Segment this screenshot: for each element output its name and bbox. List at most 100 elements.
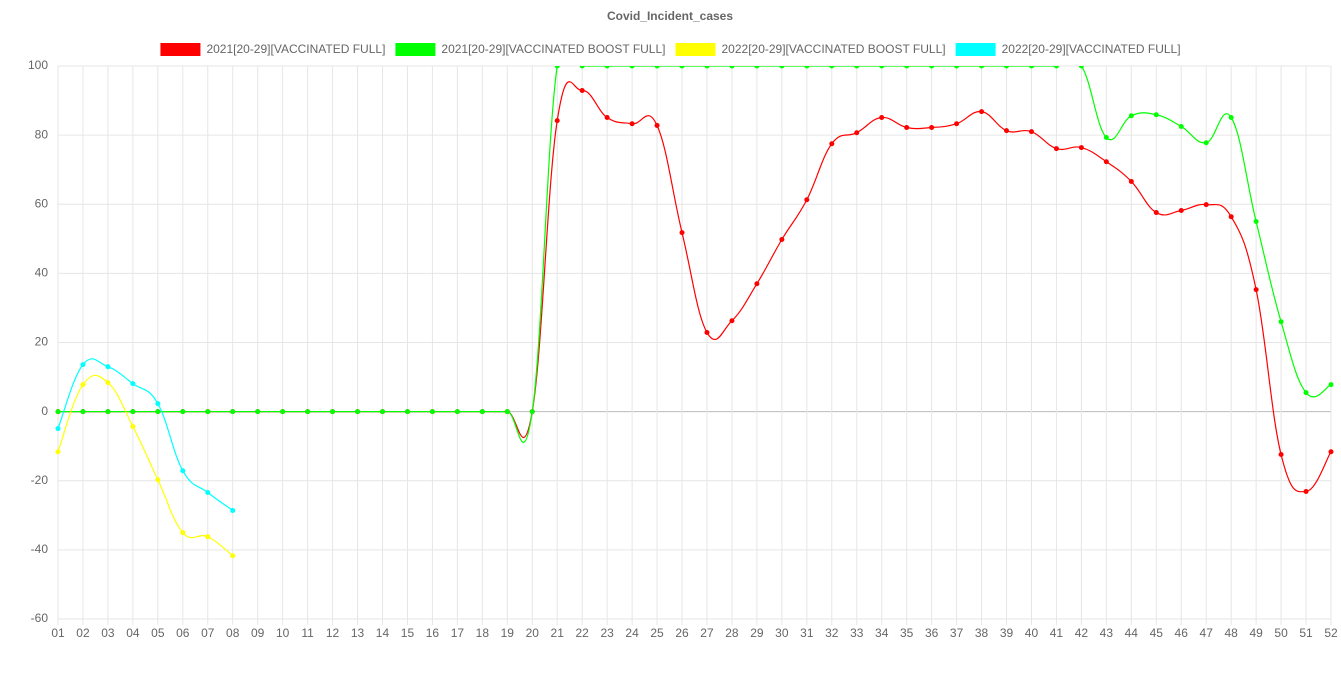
- data-point: [205, 409, 211, 415]
- x-tick-label: 21: [551, 626, 565, 640]
- x-tick-label: 01: [51, 626, 65, 640]
- x-tick-label: 03: [101, 626, 115, 640]
- data-point: [1103, 159, 1109, 165]
- data-point: [80, 362, 86, 368]
- data-point: [529, 409, 535, 415]
- data-point: [879, 114, 885, 120]
- data-point: [130, 381, 136, 387]
- data-point: [754, 281, 760, 287]
- data-point: [1103, 135, 1109, 141]
- chart-title: Covid_Incident_cases: [607, 9, 733, 23]
- y-tick-label: 80: [35, 127, 49, 141]
- data-point: [404, 409, 410, 415]
- x-tick-label: 07: [201, 626, 215, 640]
- y-tick-label: -20: [31, 473, 49, 487]
- legend-label: 2021[20-29][VACCINATED BOOST FULL]: [441, 42, 665, 56]
- data-point: [1203, 140, 1209, 146]
- x-tick-label: 12: [326, 626, 340, 640]
- data-point: [255, 409, 261, 415]
- x-tick-label: 45: [1150, 626, 1164, 640]
- x-tick-label: 42: [1075, 626, 1089, 640]
- x-tick-label: 05: [151, 626, 165, 640]
- data-point: [1128, 178, 1134, 184]
- data-point: [979, 66, 985, 69]
- data-point: [155, 409, 161, 415]
- data-point: [579, 66, 585, 69]
- data-point: [1253, 219, 1259, 225]
- data-point: [954, 121, 960, 127]
- data-point: [80, 382, 86, 388]
- data-point: [105, 364, 111, 370]
- x-tick-label: 17: [451, 626, 465, 640]
- data-point: [330, 409, 336, 415]
- legend-swatch: [395, 43, 436, 56]
- data-point: [854, 130, 860, 136]
- data-point: [1253, 287, 1259, 293]
- x-tick-label: 27: [700, 626, 714, 640]
- legend-item: 2022[20-29][VACCINATED BOOST FULL]: [675, 42, 946, 56]
- y-tick-label: 60: [35, 196, 49, 210]
- data-point: [355, 409, 361, 415]
- data-point: [929, 66, 935, 69]
- x-tick-label: 19: [501, 626, 515, 640]
- data-point: [1178, 123, 1184, 129]
- data-point: [1128, 113, 1134, 119]
- data-point: [1028, 129, 1034, 135]
- data-point: [1153, 112, 1159, 118]
- series-line: [57, 358, 234, 511]
- data-point: [105, 380, 111, 386]
- x-tick-label: 40: [1025, 626, 1039, 640]
- data-point: [879, 66, 885, 69]
- data-point: [305, 409, 311, 415]
- data-point: [180, 530, 186, 536]
- data-point: [155, 477, 161, 483]
- data-point: [1053, 66, 1059, 69]
- x-tick-label: 04: [126, 626, 140, 640]
- y-tick-label: 40: [35, 266, 49, 280]
- data-point: [454, 409, 460, 415]
- x-tick-label: 22: [575, 626, 589, 640]
- x-tick-label: 50: [1274, 626, 1288, 640]
- y-tick-label: -60: [31, 611, 49, 625]
- data-point: [55, 409, 61, 415]
- x-tick-label: 46: [1175, 626, 1189, 640]
- x-tick-label: 18: [476, 626, 490, 640]
- data-point: [205, 534, 211, 540]
- data-point: [379, 409, 385, 415]
- data-point: [105, 409, 111, 415]
- x-tick-label: 37: [950, 626, 964, 640]
- data-point: [1004, 128, 1010, 134]
- data-point: [1004, 66, 1010, 69]
- x-tick-label: 06: [176, 626, 190, 640]
- data-point: [829, 141, 835, 147]
- data-point: [604, 114, 610, 120]
- data-point: [1228, 114, 1234, 120]
- data-point: [230, 507, 236, 513]
- legend-label: 2022[20-29][VACCINATED BOOST FULL]: [722, 42, 946, 56]
- data-point: [704, 329, 710, 335]
- data-point: [779, 66, 785, 69]
- legend-item: 2021[20-29][VACCINATED FULL]: [160, 42, 385, 56]
- legend-swatch: [955, 43, 996, 56]
- legend-label: 2021[20-29][VACCINATED FULL]: [206, 42, 385, 56]
- data-point: [504, 409, 510, 415]
- data-point: [954, 66, 960, 69]
- data-point: [629, 121, 635, 127]
- x-tick-label: 39: [1000, 626, 1014, 640]
- data-point: [1303, 390, 1309, 396]
- x-tick-label: 49: [1249, 626, 1263, 640]
- data-point: [804, 66, 810, 69]
- x-tick-label: 30: [775, 626, 789, 640]
- x-tick-label: 35: [900, 626, 914, 640]
- data-point: [429, 409, 435, 415]
- x-tick-label: 14: [376, 626, 390, 640]
- x-tick-label: 26: [675, 626, 689, 640]
- data-point: [779, 237, 785, 243]
- x-tick-label: 10: [276, 626, 290, 640]
- y-tick-label: -40: [31, 542, 49, 556]
- data-point: [130, 409, 136, 415]
- legend-swatch: [160, 43, 201, 56]
- x-tick-label: 24: [625, 626, 639, 640]
